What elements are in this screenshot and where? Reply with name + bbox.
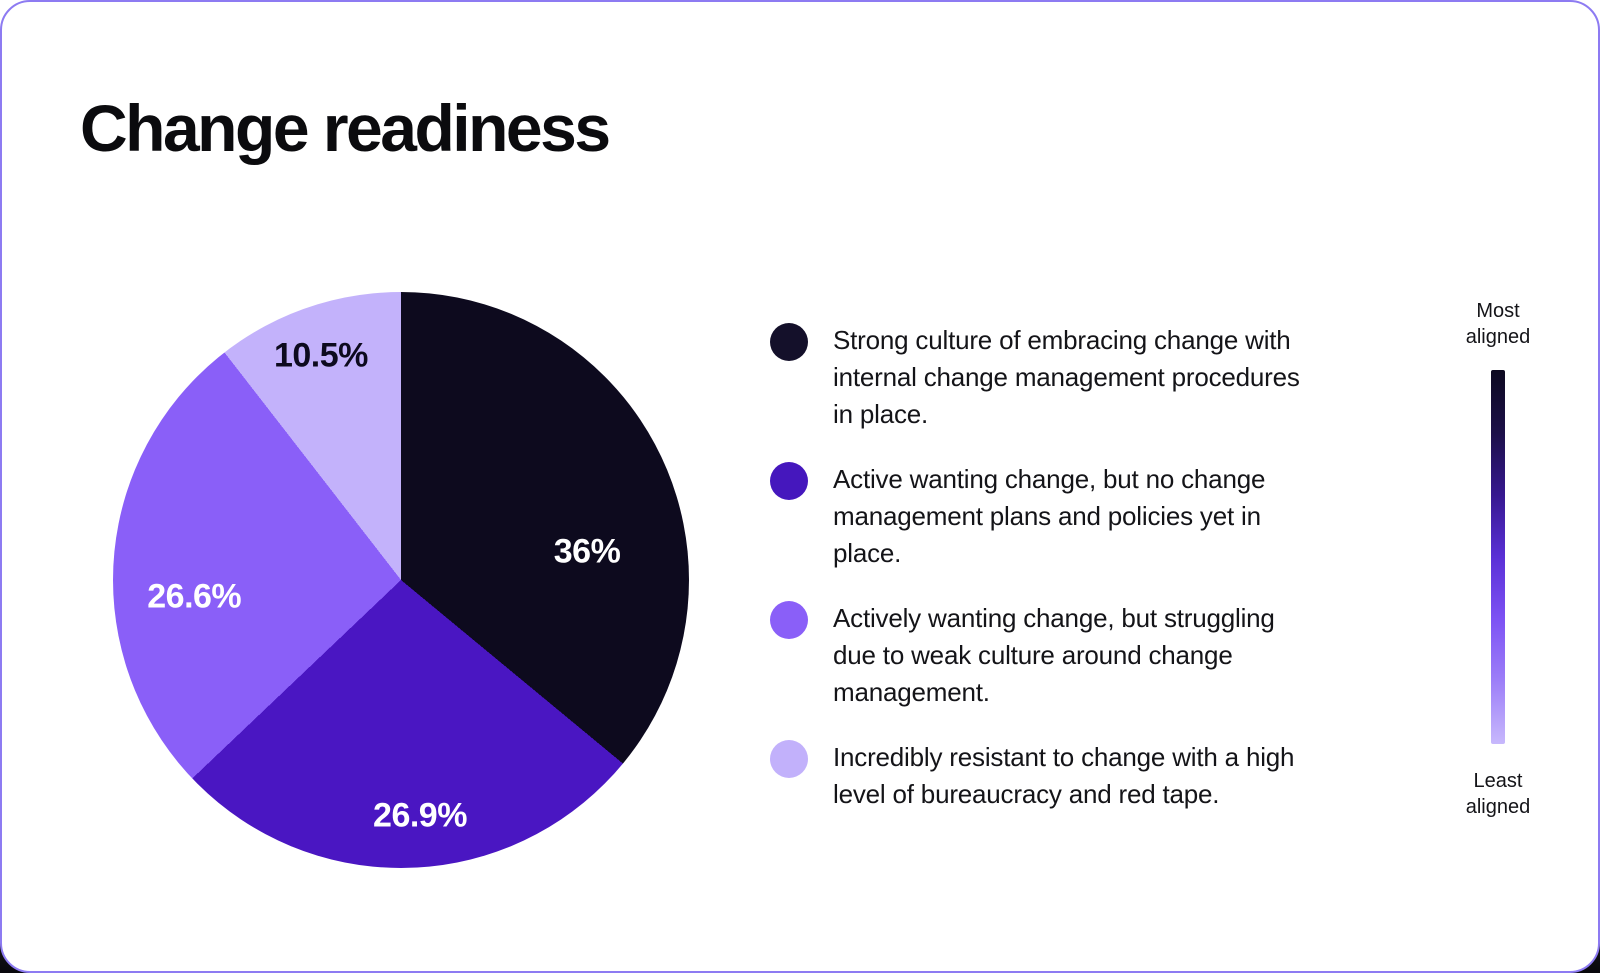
alignment-gradient-bar [1491,370,1505,744]
legend-item: Strong culture of embracing change with … [770,322,1310,433]
legend-item-label: Actively wanting change, but struggling … [833,603,1275,707]
pie-chart: 36% 26.9% 26.6% 10.5% [113,292,689,868]
legend-item-label: Active wanting change, but no change man… [833,464,1266,568]
pie-slice-label: 26.6% [147,577,242,616]
legend-swatch-icon [770,740,808,778]
legend-item: Incredibly resistant to change with a hi… [770,739,1310,813]
legend-item-label: Strong culture of embracing change with … [833,325,1300,429]
pie-slice-label: 36% [553,532,621,571]
legend-swatch-icon [770,323,808,361]
legend-swatch-icon [770,601,808,639]
legend-item: Active wanting change, but no change man… [770,461,1310,572]
legend-item-label: Incredibly resistant to change with a hi… [833,742,1295,809]
scale-top-label: Most aligned [1465,300,1531,348]
alignment-scale: Most aligned Least aligned [1438,298,1558,820]
legend-swatch-icon [770,462,808,500]
page-title: Change readiness [80,91,611,165]
scale-bottom-label: Least aligned [1465,770,1531,818]
legend: Strong culture of embracing change with … [770,322,1310,813]
pie-slice-label: 26.9% [373,796,467,835]
pie-slice-label: 10.5% [273,336,368,375]
legend-item: Actively wanting change, but struggling … [770,600,1310,711]
